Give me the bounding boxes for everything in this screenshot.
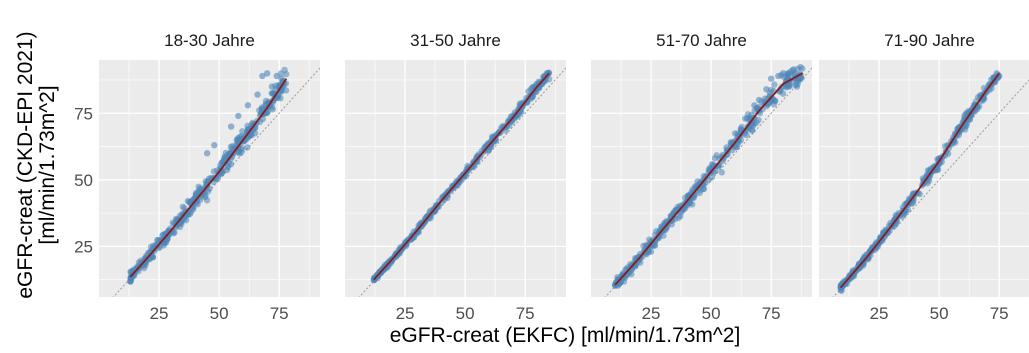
data-point bbox=[211, 142, 218, 149]
panel-plot-area bbox=[832, 70, 1029, 297]
y-tick-label: 25 bbox=[74, 237, 93, 256]
panel-title: 31-50 Jahre bbox=[410, 31, 501, 50]
data-point bbox=[227, 123, 235, 130]
text-layer: eGFR-creat (EKFC) [ml/min/1.73m^2] eGFR-… bbox=[14, 31, 740, 347]
data-point bbox=[173, 222, 180, 230]
data-point bbox=[269, 106, 276, 113]
data-point bbox=[779, 70, 787, 77]
data-point bbox=[663, 223, 670, 231]
data-point bbox=[224, 166, 231, 174]
data-point bbox=[244, 102, 252, 109]
data-point bbox=[268, 83, 276, 90]
fit-line bbox=[129, 78, 288, 278]
data-point bbox=[718, 169, 725, 176]
data-point bbox=[239, 128, 246, 135]
data-point bbox=[777, 85, 784, 93]
data-point bbox=[418, 219, 426, 226]
x-tick-label: 50 bbox=[210, 304, 229, 323]
panel-plot-area bbox=[112, 66, 320, 297]
data-point bbox=[675, 214, 682, 221]
data-point bbox=[696, 189, 703, 197]
data-point bbox=[159, 238, 167, 245]
data-point bbox=[751, 102, 758, 109]
data-point bbox=[237, 149, 245, 156]
fit-line bbox=[373, 72, 550, 281]
x-tick-label: 75 bbox=[762, 304, 781, 323]
data-point bbox=[743, 115, 751, 122]
data-point bbox=[784, 70, 792, 77]
x-tick-label: 25 bbox=[642, 304, 661, 323]
y-tick-label: 50 bbox=[74, 171, 93, 190]
data-point bbox=[281, 66, 288, 74]
panel-title: 71-90 Jahre bbox=[884, 31, 975, 50]
panel-title: 51-70 Jahre bbox=[656, 31, 747, 50]
data-point bbox=[791, 70, 799, 77]
data-point bbox=[183, 210, 190, 217]
x-tick-label: 25 bbox=[870, 304, 889, 323]
fit-line bbox=[614, 72, 803, 286]
y-axis-title-line-2: [ml/min/1.73m^2] bbox=[36, 85, 59, 244]
panel-2: 31-50 Jahre 25 50 75 bbox=[345, 31, 566, 323]
data-point bbox=[259, 72, 266, 80]
x-tick-label: 75 bbox=[270, 304, 289, 323]
panel-title: 18-30 Jahre bbox=[164, 31, 255, 50]
data-point bbox=[647, 243, 654, 250]
x-axis-title: eGFR-creat (EKFC) [ml/min/1.73m^2] bbox=[390, 324, 741, 347]
x-tick-label: 25 bbox=[150, 304, 169, 323]
data-point bbox=[159, 232, 166, 239]
x-tick-label: 75 bbox=[516, 304, 535, 323]
panel-4: 71-90 Jahre 25 50 75 bbox=[819, 31, 1029, 323]
x-tick-label: 75 bbox=[990, 304, 1009, 323]
panel-plot-area bbox=[358, 67, 566, 297]
panels-layer: 18-30 Jahre 25 50 75 25 50 75 31-50 Jahre 25 50 75… bbox=[74, 31, 1029, 323]
panel-plot-area bbox=[604, 63, 812, 297]
data-point bbox=[771, 81, 778, 88]
panel-3: 51-70 Jahre 25 50 75 bbox=[591, 31, 812, 323]
x-tick-label: 50 bbox=[930, 304, 949, 323]
data-point bbox=[235, 112, 242, 120]
y-tick-label: 75 bbox=[74, 104, 93, 123]
data-point bbox=[263, 70, 271, 77]
data-point bbox=[273, 72, 280, 80]
fit-line bbox=[839, 72, 1000, 289]
data-point bbox=[783, 82, 790, 90]
data-point bbox=[794, 80, 801, 88]
data-point bbox=[767, 75, 775, 82]
x-tick-label: 50 bbox=[702, 304, 721, 323]
data-point bbox=[268, 90, 275, 97]
data-point bbox=[278, 75, 285, 82]
data-point bbox=[262, 97, 270, 105]
data-point bbox=[244, 144, 251, 151]
data-point bbox=[763, 86, 770, 93]
data-point bbox=[257, 110, 265, 118]
y-axis-title-line-1: eGFR-creat (CKD-EPI 2021) bbox=[14, 31, 37, 298]
data-point bbox=[254, 91, 261, 98]
data-point bbox=[713, 152, 720, 159]
data-point bbox=[206, 185, 213, 192]
data-point bbox=[838, 287, 845, 294]
x-tick-label: 50 bbox=[456, 304, 475, 323]
data-point bbox=[183, 217, 190, 224]
data-point bbox=[438, 199, 445, 206]
data-point bbox=[755, 96, 763, 104]
data-point bbox=[228, 146, 235, 153]
data-point bbox=[775, 72, 782, 80]
data-point bbox=[737, 125, 744, 132]
data-point bbox=[203, 150, 211, 157]
x-tick-label: 25 bbox=[396, 304, 415, 323]
panel-1: 18-30 Jahre 25 50 75 25 50 75 bbox=[74, 31, 320, 323]
data-point bbox=[614, 274, 621, 281]
data-point bbox=[149, 242, 157, 250]
data-point bbox=[170, 230, 177, 237]
